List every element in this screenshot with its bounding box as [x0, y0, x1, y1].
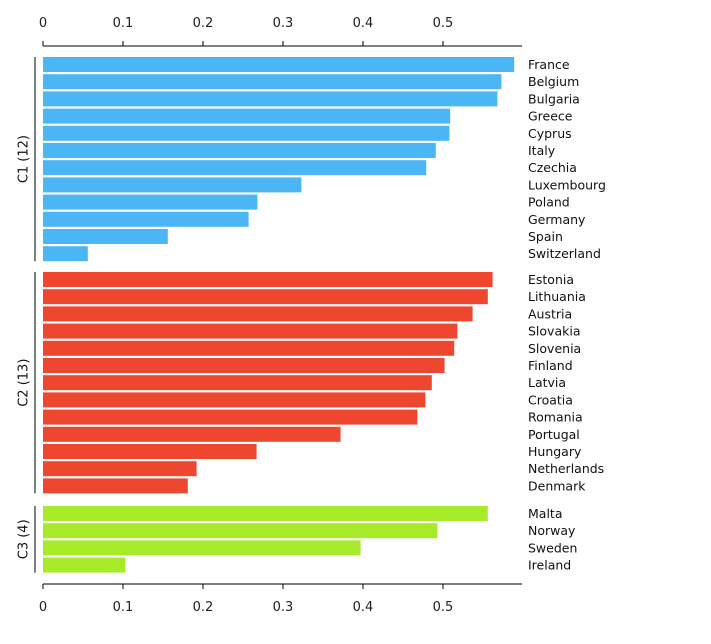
bar-slovenia	[43, 340, 455, 356]
category-label: Austria	[528, 306, 572, 321]
ticks-layer: 0 0 0.1 0.1 0.2 0.2 0.3 0.3 0.4 0.4 0.5 0.5	[39, 16, 453, 615]
bar-luxembourg	[43, 177, 302, 193]
bar-portugal	[43, 426, 341, 442]
category-label: Denmark	[528, 478, 586, 493]
bar-france	[43, 57, 515, 72]
bar-germany	[43, 211, 249, 227]
top-tick-label: 0.3	[273, 16, 294, 31]
bar-austria	[43, 306, 473, 322]
bar-norway	[43, 523, 438, 539]
bar-latvia	[43, 375, 432, 391]
cluster-label: C1 (12)	[17, 135, 32, 183]
bar-slovakia	[43, 323, 458, 339]
top-tick-label: 0.2	[193, 16, 214, 31]
category-label: Romania	[528, 410, 583, 425]
bar-lithuania	[43, 289, 488, 305]
bar-hungary	[43, 444, 257, 459]
bar-romania	[43, 409, 418, 425]
category-label: Sweden	[528, 540, 577, 555]
category-label: Switzerland	[528, 246, 601, 261]
category-label: Slovakia	[528, 324, 580, 339]
bar-cyprus	[43, 125, 450, 141]
category-label: Slovenia	[528, 341, 581, 356]
category-label: Greece	[528, 109, 573, 124]
bar-bulgaria	[43, 91, 498, 107]
top-tick-label: 0.5	[433, 16, 454, 31]
category-label: Malta	[528, 506, 562, 521]
category-label: Portugal	[528, 427, 580, 442]
bar-finland	[43, 358, 445, 373]
category-label: Ireland	[528, 558, 571, 573]
category-label: Cyprus	[528, 126, 572, 141]
bottom-tick-label: 0.5	[433, 600, 454, 615]
bar-estonia	[43, 272, 493, 287]
cluster-label: C3 (4)	[17, 519, 32, 559]
category-label: Latvia	[528, 375, 566, 390]
category-label: Spain	[528, 229, 563, 244]
category-label: Luxembourg	[528, 177, 606, 192]
bar-netherlands	[43, 461, 197, 477]
category-label: Hungary	[528, 444, 582, 459]
bars-layer	[43, 57, 515, 573]
category-label: Italy	[528, 143, 556, 158]
bar-croatia	[43, 392, 426, 408]
category-label: Belgium	[528, 74, 579, 89]
bar-malta	[43, 506, 488, 521]
category-label: Finland	[528, 358, 573, 373]
category-label: Czechia	[528, 160, 577, 175]
bar-italy	[43, 143, 436, 158]
top-tick-label: 0.1	[113, 16, 134, 31]
bar-czechia	[43, 160, 427, 176]
bottom-tick-label: 0.4	[353, 600, 374, 615]
top-tick-label: 0.4	[353, 16, 374, 31]
bar-poland	[43, 194, 258, 210]
top-tick-label: 0	[39, 16, 47, 31]
category-label: Germany	[528, 212, 586, 227]
bottom-tick-label: 0.2	[193, 600, 214, 615]
bottom-tick-label: 0.1	[113, 600, 134, 615]
bar-belgium	[43, 74, 502, 90]
bar-spain	[43, 229, 168, 244]
category-label: Netherlands	[528, 461, 604, 476]
category-label: Croatia	[528, 392, 573, 407]
groups-layer: C1 (12) C2 (13) C3 (4)	[17, 57, 36, 573]
category-label: France	[528, 57, 570, 72]
bar-denmark	[43, 478, 188, 494]
category-label: Estonia	[528, 272, 574, 287]
bottom-tick-label: 0.3	[273, 600, 294, 615]
cluster-label: C2 (13)	[17, 359, 32, 407]
category-label: Bulgaria	[528, 91, 580, 106]
category-label: Lithuania	[528, 289, 586, 304]
bar-switzerland	[43, 246, 88, 262]
bar-greece	[43, 108, 451, 124]
category-label: Norway	[528, 523, 576, 538]
bottom-tick-label: 0	[39, 600, 47, 615]
bar-ireland	[43, 557, 126, 573]
category-label: Poland	[528, 195, 570, 210]
labels-layer: France Belgium Bulgaria Greece Cyprus Italy Cz…	[528, 57, 606, 573]
bar-sweden	[43, 540, 361, 556]
